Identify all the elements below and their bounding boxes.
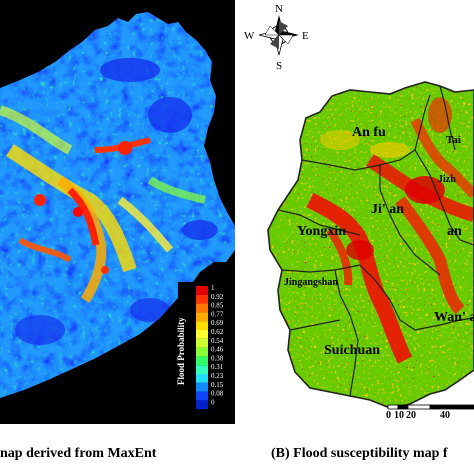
- legend-value-label: 0.15: [211, 381, 224, 389]
- county-labels: An fu Ji' an Yongxin Jingangshan Wan' an…: [284, 125, 474, 358]
- compass-w: W: [244, 30, 255, 42]
- legend-swatch: [196, 294, 208, 304]
- legend-value-label: 0: [211, 398, 215, 406]
- legend-title: Flood Probability: [176, 317, 186, 385]
- legend-swatch: [196, 286, 208, 295]
- susceptibility-map: N S E W: [244, 3, 474, 421]
- legend-value-label: 0.46: [211, 346, 224, 354]
- legend-value-label: 1: [211, 284, 215, 292]
- county-label-suichuan: Suichuan: [324, 343, 380, 358]
- compass-e: E: [302, 30, 309, 42]
- legend-value-label: 0.54: [211, 337, 224, 345]
- legend-value-label: 0.38: [211, 354, 224, 362]
- legend-value-label: 0.69: [211, 319, 224, 327]
- legend-swatch: [196, 330, 208, 339]
- county-label-jizhou: Jizh: [438, 174, 456, 185]
- scale-label-40: 40: [440, 410, 450, 421]
- scale-label-10: 10: [394, 410, 404, 421]
- compass-n: N: [275, 3, 283, 15]
- county-label-anfu: An fu: [352, 125, 386, 140]
- legend-swatch: [196, 312, 208, 322]
- legend-swatch: [196, 365, 208, 374]
- legend-value-label: 0.77: [211, 310, 224, 318]
- legend-swatch: [196, 400, 208, 410]
- legend-swatch: [196, 382, 208, 392]
- maxent-raster: [0, 12, 235, 398]
- maxent-map: 10.920.850.770.690.620.540.460.380.310.2…: [0, 12, 235, 410]
- susceptibility-map-panel: N S E W: [240, 0, 474, 424]
- caption-panel-a: nap derived from MaxEnt: [0, 446, 157, 461]
- scale-label-0: 0: [386, 410, 391, 421]
- legend-value-label: 0.92: [211, 293, 224, 301]
- county-label-wanan: Wan' an: [434, 310, 474, 325]
- legend-swatch: [196, 391, 208, 401]
- flood-probability-legend: 10.920.850.770.690.620.540.460.380.310.2…: [176, 282, 230, 410]
- county-label-jingangshan: Jingangshan: [284, 277, 338, 288]
- north-arrow-icon: N S E W: [244, 3, 309, 72]
- county-boundaries: [267, 81, 474, 409]
- legend-swatch: [196, 321, 208, 330]
- county-label-yongxin: Yongxin: [297, 224, 346, 239]
- legend-swatch: [196, 303, 208, 313]
- legend-value-label: 0.23: [211, 372, 224, 380]
- scale-bar: 0 10 20 40: [386, 404, 474, 421]
- compass-s: S: [276, 60, 282, 72]
- county-label-tai: Tai: [446, 134, 461, 146]
- maxent-map-panel: 1 0.92 0.85 0.77 0.69 0.62 0.54 0.46 0.38 0.31 0.2…: [0, 0, 235, 424]
- legend-value-label: 0.08: [211, 390, 224, 398]
- county-label-jian: Ji' an: [371, 202, 404, 217]
- legend-swatch: [196, 374, 208, 383]
- legend-value-label: 0.31: [211, 363, 224, 371]
- caption-panel-b: (B) Flood susceptibility map f: [271, 446, 448, 461]
- susceptibility-raster: [268, 82, 474, 408]
- scale-label-20: 20: [406, 410, 416, 421]
- legend-value-label: 0.85: [211, 302, 224, 310]
- legend-swatch: [196, 356, 208, 366]
- legend-value-label: 0.62: [211, 328, 224, 336]
- legend-swatch: [196, 338, 208, 348]
- county-label-an: an: [447, 224, 462, 239]
- legend-swatch: [196, 347, 208, 357]
